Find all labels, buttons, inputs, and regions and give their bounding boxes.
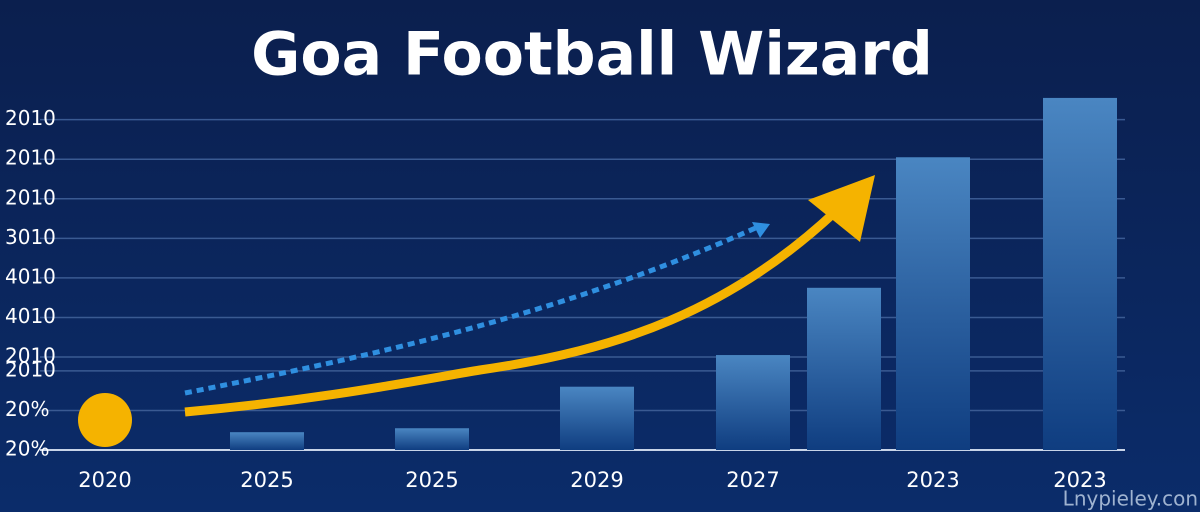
y-tick-label: 2010 — [5, 357, 56, 381]
y-tick-label: 2010 — [5, 106, 56, 130]
y-tick-label: 3010 — [5, 225, 56, 249]
watermark: Lnypieley.con — [1063, 487, 1198, 511]
y-tick-label: 20% — [5, 397, 49, 421]
y-tick-label: 2010 — [5, 185, 56, 209]
bar — [716, 355, 790, 450]
x-tick-label: 2029 — [570, 468, 623, 492]
chart-title: Goa Football Wizard — [251, 20, 933, 90]
trend-arrow — [184, 208, 839, 417]
trend-dotted-head — [752, 222, 770, 238]
x-tick-label: 2025 — [240, 468, 293, 492]
bar — [807, 287, 881, 450]
trend-dotted — [184, 223, 762, 396]
y-tick-label: 2010 — [5, 146, 56, 170]
bars — [230, 97, 1117, 451]
x-tick-label: 2023 — [906, 468, 959, 492]
bar — [560, 386, 634, 450]
x-tick-label: 2020 — [78, 468, 131, 492]
x-tick-label: 2027 — [726, 468, 779, 492]
bar — [896, 157, 970, 450]
bar — [230, 432, 304, 450]
bar — [1043, 97, 1117, 451]
y-tick-label: 20% — [5, 437, 49, 461]
bar — [395, 428, 469, 450]
trend-arrow-head — [808, 175, 875, 242]
y-tick-label: 4010 — [5, 264, 56, 288]
x-tick-label: 2025 — [405, 468, 458, 492]
x-tick-label: 2023 — [1053, 468, 1106, 492]
y-tick-label: 2010 — [5, 344, 56, 368]
ball — [78, 393, 132, 447]
y-tick-label: 4010 — [5, 304, 56, 328]
